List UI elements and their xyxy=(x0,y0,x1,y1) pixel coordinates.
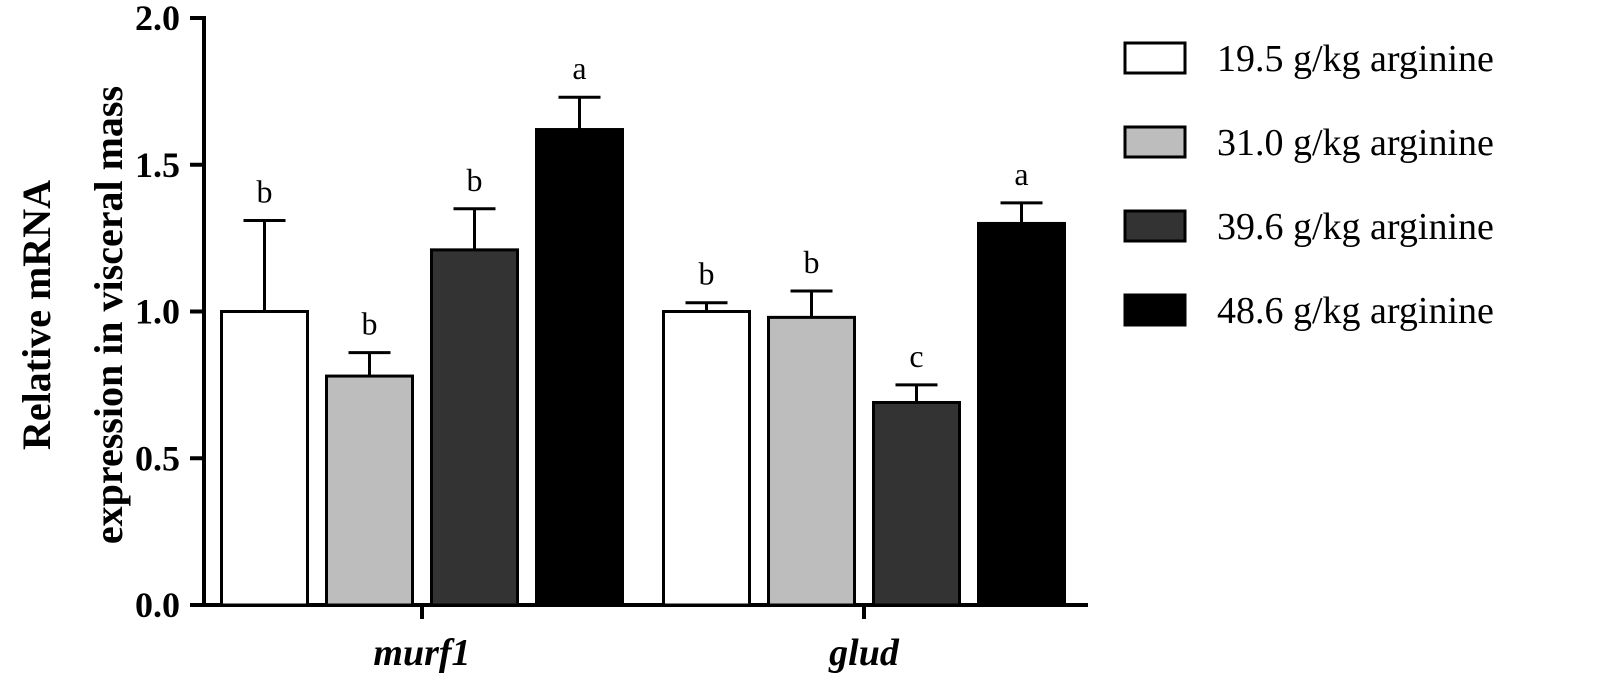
bar xyxy=(767,315,856,607)
legend-swatch xyxy=(1123,125,1187,159)
significance-letter: b xyxy=(362,306,378,342)
significance-letter: b xyxy=(699,256,715,292)
bar xyxy=(430,248,519,607)
x-tick-label: glud xyxy=(828,632,900,674)
y-tick-label: 0.5 xyxy=(135,438,180,478)
bar xyxy=(977,221,1066,607)
bars: b b b a b b c a xyxy=(220,50,1066,607)
y-axis-label-line-2: expression in visceral mass xyxy=(86,86,131,544)
significance-letter: b xyxy=(257,174,273,210)
significance-letter: a xyxy=(1014,156,1028,192)
y-axis-label: Relative mRNA expression in visceral mas… xyxy=(14,86,131,544)
axes: 0.0 0.5 1.0 1.5 2.0 murf1 glud xyxy=(135,0,1088,674)
bar xyxy=(872,400,961,607)
significance-letter: b xyxy=(804,244,820,280)
bar xyxy=(220,310,309,607)
y-tick-label: 0.0 xyxy=(135,585,180,625)
y-axis-label-line-1: Relative mRNA xyxy=(14,180,59,450)
legend-label: 31.0 g/kg arginine xyxy=(1217,122,1494,164)
legend-label: 39.6 g/kg arginine xyxy=(1217,206,1494,248)
bar xyxy=(535,128,624,607)
bar xyxy=(662,310,751,607)
y-tick-label: 1.5 xyxy=(135,145,180,185)
significance-letter: b xyxy=(467,162,483,198)
legend-swatch xyxy=(1123,293,1187,327)
legend-label: 48.6 g/kg arginine xyxy=(1217,290,1494,332)
legend: 19.5 g/kg arginine 31.0 g/kg arginine 39.6… xyxy=(1123,38,1494,332)
legend-swatch xyxy=(1123,209,1187,243)
legend-label: 19.5 g/kg arginine xyxy=(1217,38,1494,80)
bar xyxy=(325,374,414,607)
significance-letter: a xyxy=(572,50,586,86)
y-tick-label: 1.0 xyxy=(135,292,180,332)
legend-swatch xyxy=(1123,41,1187,75)
significance-letter: c xyxy=(909,338,923,374)
y-tick-label: 2.0 xyxy=(135,0,180,38)
x-tick-label: murf1 xyxy=(373,632,470,674)
